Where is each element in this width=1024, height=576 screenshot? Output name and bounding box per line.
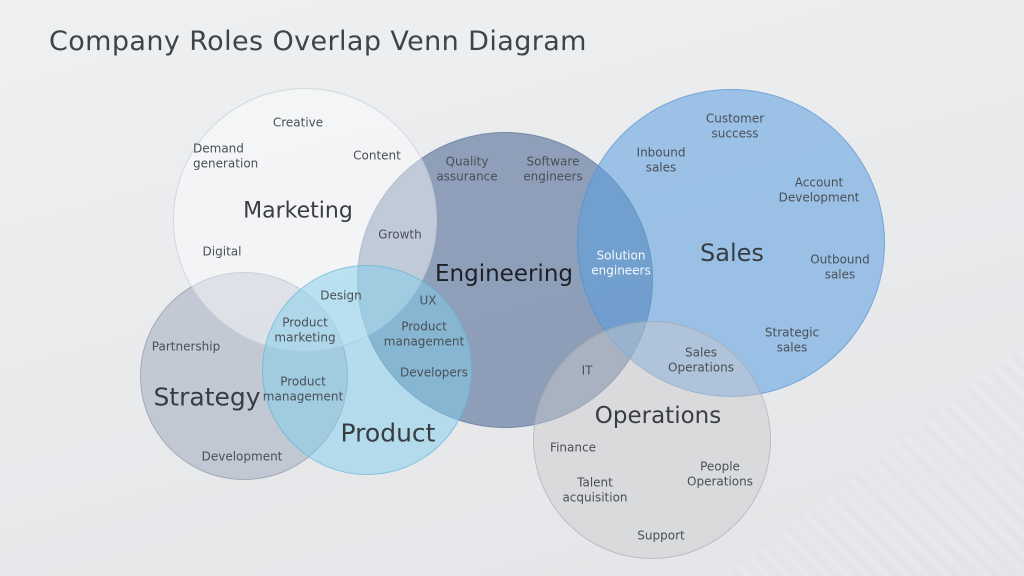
- label-design: Design: [320, 288, 362, 303]
- label-outbound-sales: Outbound sales: [810, 252, 870, 282]
- label-customer-success: Customer success: [705, 111, 765, 141]
- label-quality-assurance: Quality assurance: [436, 154, 498, 184]
- label-creative: Creative: [272, 115, 324, 130]
- sales-title: Sales: [700, 239, 764, 267]
- marketing-title: Marketing: [243, 198, 353, 224]
- operations-circle: [533, 321, 771, 559]
- label-ux: UX: [419, 293, 437, 308]
- product-title: Product: [340, 418, 436, 448]
- label-product-management-strategy: Product management: [262, 374, 344, 404]
- label-strategic-sales: Strategic sales: [764, 325, 820, 355]
- label-it: IT: [581, 363, 593, 378]
- page-title: Company Roles Overlap Venn Diagram: [49, 26, 587, 57]
- engineering-title: Engineering: [435, 261, 573, 287]
- label-account-development: Account Development: [778, 175, 860, 205]
- label-developers: Developers: [400, 365, 468, 380]
- operations-title: Operations: [594, 403, 722, 429]
- label-product-marketing: Product marketing: [274, 315, 336, 345]
- label-software-engineers: Software engineers: [523, 154, 583, 184]
- label-people-operations: People Operations: [687, 459, 753, 489]
- label-partnership: Partnership: [151, 339, 221, 354]
- product-circle: [262, 265, 472, 475]
- label-product-management-engineering: Product management: [383, 319, 465, 349]
- label-inbound-sales: Inbound sales: [636, 145, 686, 175]
- label-growth: Growth: [378, 227, 422, 242]
- label-support: Support: [637, 528, 685, 543]
- label-demand-generation: Demand generation: [193, 141, 259, 171]
- label-finance: Finance: [550, 440, 596, 455]
- label-talent-acquisition: Talent acquisition: [562, 475, 628, 505]
- strategy-title: Strategy: [153, 382, 261, 412]
- label-development: Development: [201, 449, 283, 464]
- label-digital: Digital: [202, 244, 242, 259]
- label-content: Content: [353, 148, 401, 163]
- label-solution-engineers: Solution engineers: [591, 248, 651, 278]
- label-sales-operations: Sales Operations: [668, 345, 734, 375]
